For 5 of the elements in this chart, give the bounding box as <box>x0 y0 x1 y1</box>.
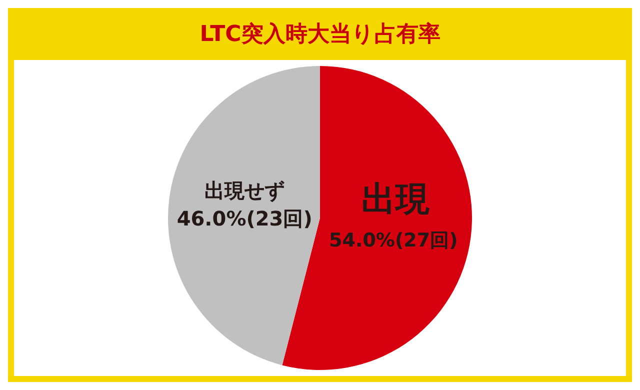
slice-label: 出現せず <box>204 178 285 203</box>
chart-title: LTC突入時大当り占有率 <box>198 20 442 49</box>
data-label: 54.0%(27回) <box>329 229 458 252</box>
slice-label: 出現 <box>361 179 430 220</box>
data-label: 46.0%(23回) <box>176 206 312 231</box>
